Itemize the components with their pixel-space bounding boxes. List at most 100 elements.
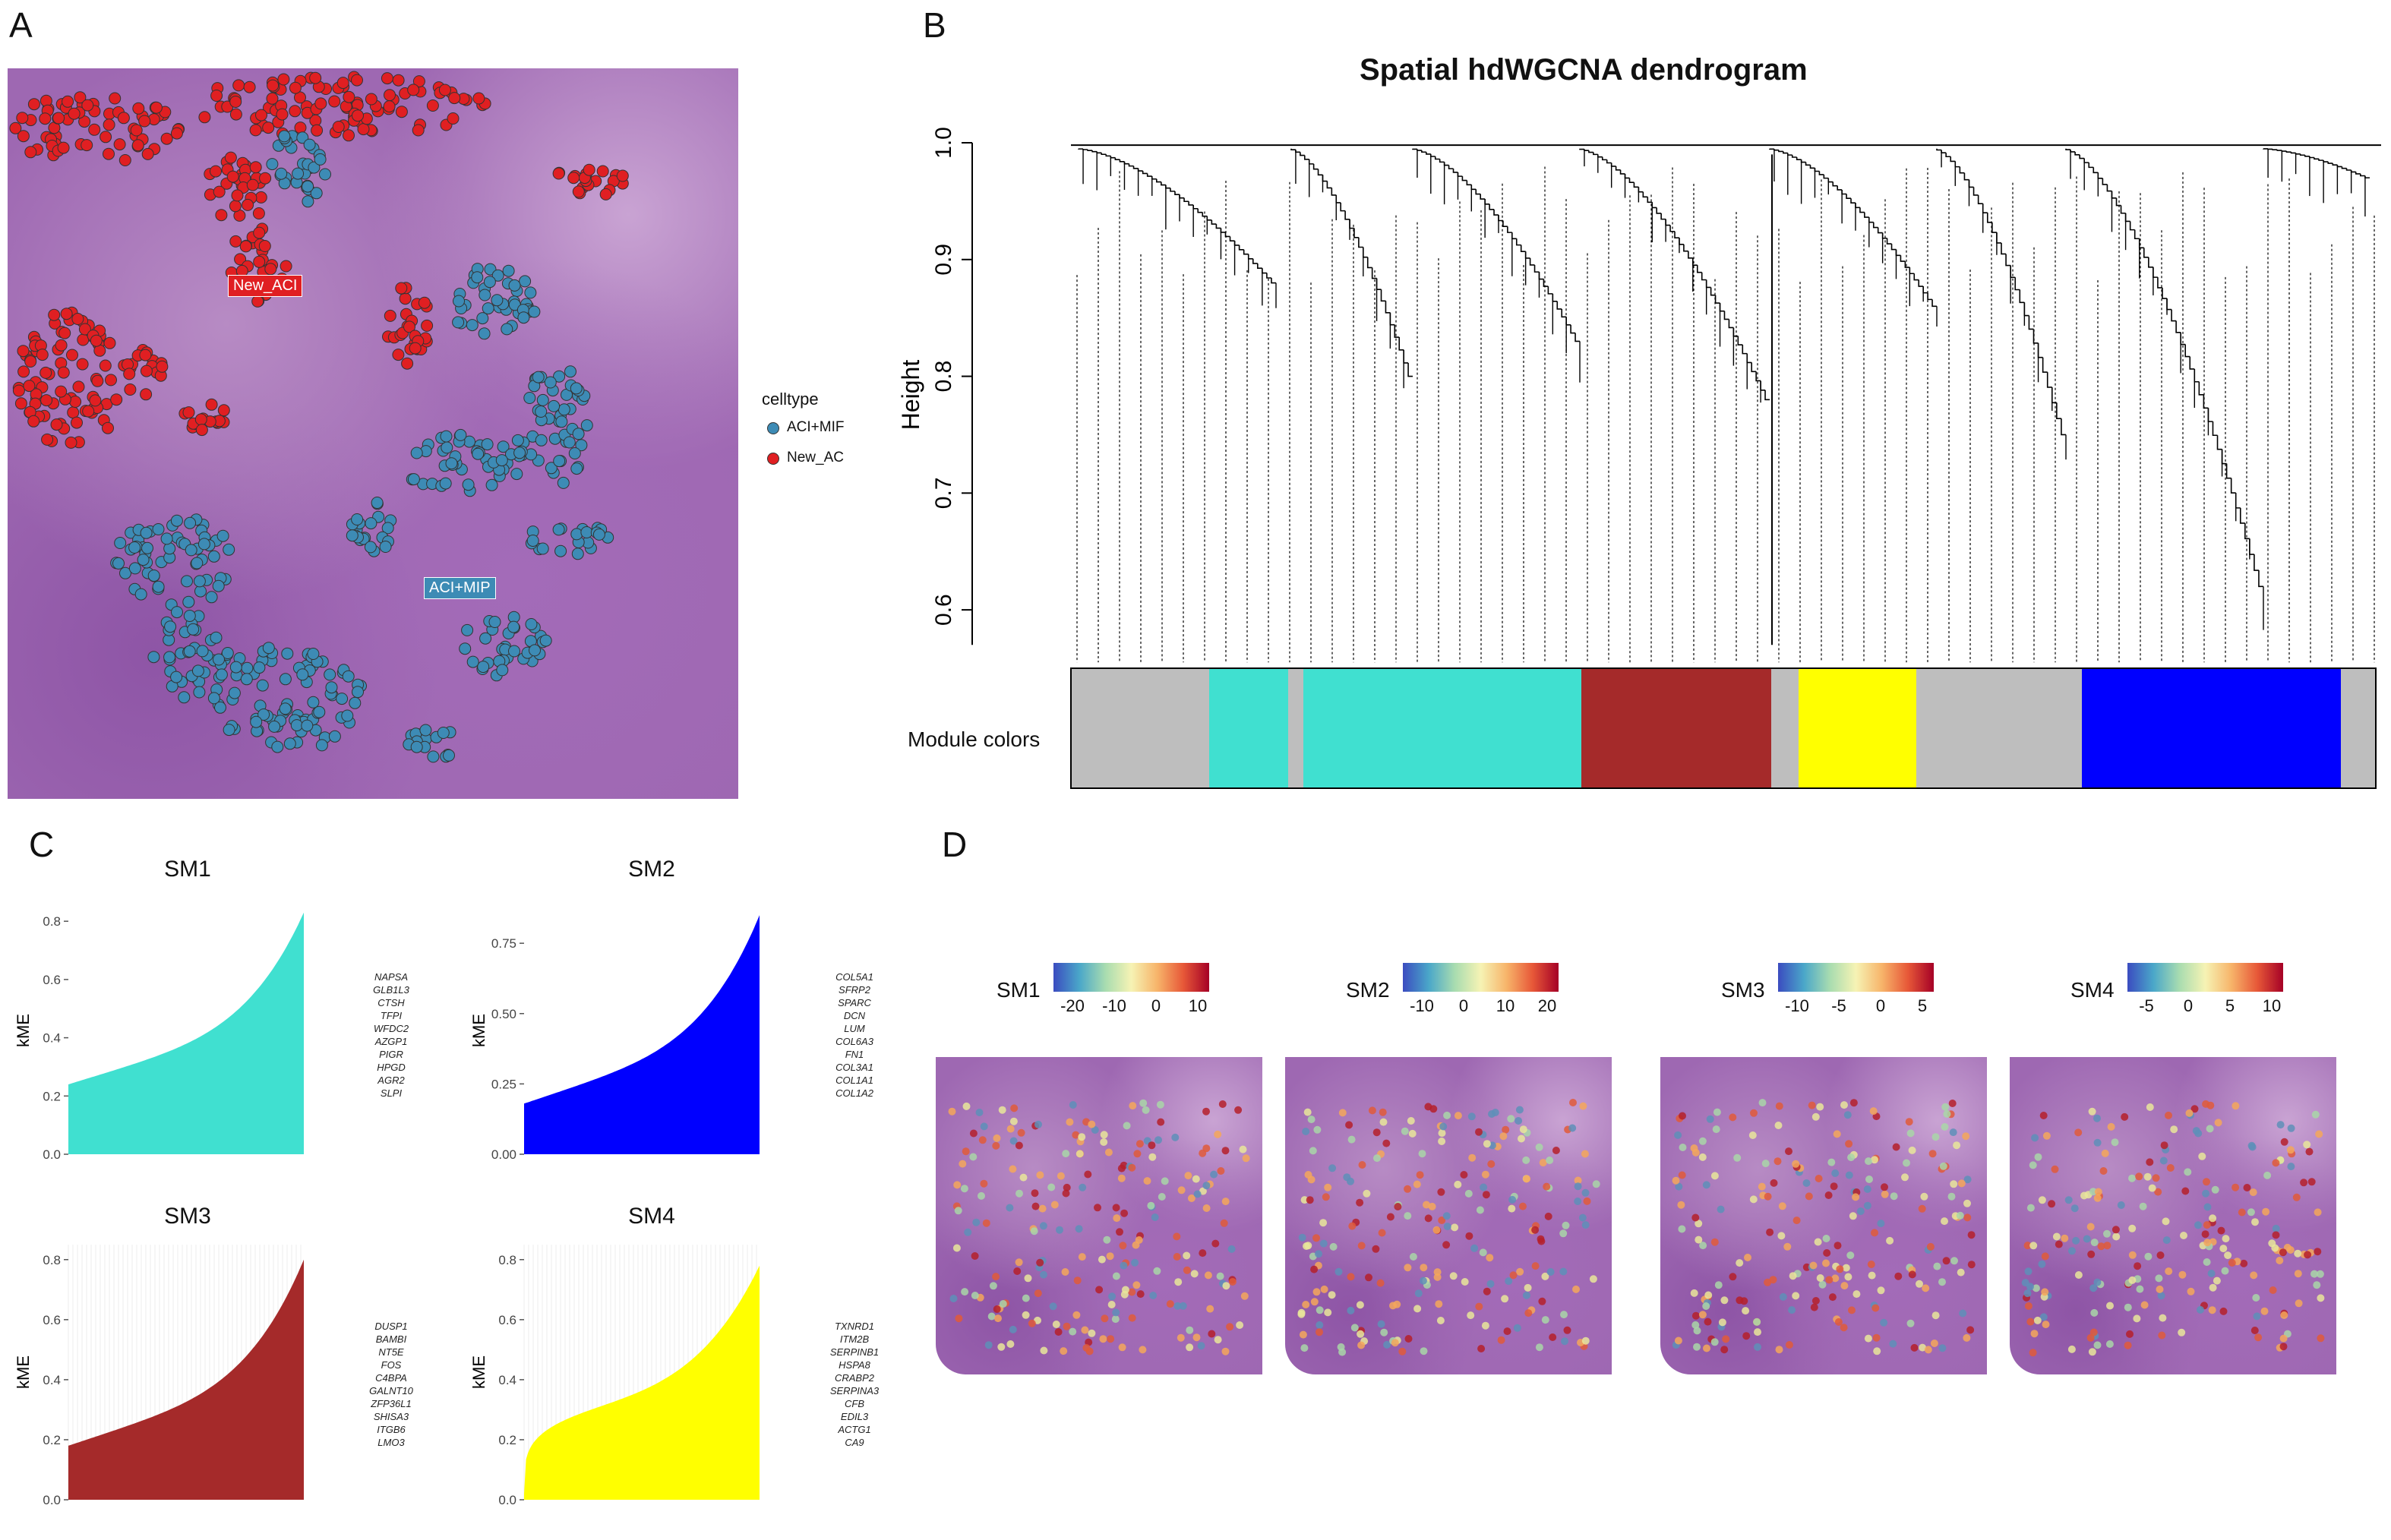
- heatmap-spot: [1834, 1318, 1843, 1326]
- heatmap-spot: [1531, 1262, 1540, 1270]
- heatmap-spot: [1404, 1335, 1413, 1343]
- heatmap-spot: [1183, 1251, 1191, 1260]
- spot-new-aci: [229, 96, 242, 108]
- spot-aci-mip: [307, 696, 320, 708]
- spot-aci-mip: [196, 645, 209, 658]
- spot-new-aci: [217, 404, 230, 417]
- heatmap-spot: [1095, 1286, 1104, 1294]
- heatmap-spot: [1368, 1106, 1376, 1115]
- spot-aci-mip: [410, 447, 423, 459]
- heatmap-spot: [1901, 1173, 1909, 1182]
- spot-aci-mip: [315, 739, 328, 752]
- spot-new-aci: [254, 191, 267, 204]
- heatmap-spot: [1718, 1318, 1726, 1327]
- heatmap-spot: [2166, 1164, 2175, 1172]
- heatmap-spot: [1693, 1327, 1701, 1335]
- heatmap-spot: [1443, 1111, 1451, 1119]
- heatmap-spot: [1432, 1226, 1441, 1234]
- spot-aci-mip: [529, 644, 541, 657]
- heatmap-spot: [1546, 1157, 1554, 1164]
- heatmap-spot: [1873, 1347, 1881, 1355]
- spot-aci-mip: [352, 686, 364, 699]
- heatmap-spot: [1302, 1301, 1310, 1308]
- heatmap-spot: [2064, 1196, 2073, 1204]
- panel-letter-a: A: [9, 5, 33, 45]
- heatmap-spot: [1852, 1290, 1861, 1299]
- heatmap-spot: [1491, 1109, 1499, 1116]
- heatmap-spot: [1120, 1290, 1129, 1299]
- heatmap-spot: [2311, 1110, 2320, 1119]
- dendrogram-branch: [1123, 161, 1129, 165]
- dendrogram-branch: [2037, 342, 2043, 358]
- spot-new-aci: [82, 405, 95, 418]
- heatmap-spot: [1865, 1157, 1872, 1166]
- heatmap-spot: [1712, 1125, 1720, 1134]
- heatmap-spot: [1537, 1237, 1546, 1245]
- dendrogram-branch: [2138, 238, 2144, 249]
- heatmap-spot: [2260, 1307, 2269, 1315]
- dendrogram-branch: [1412, 148, 1417, 150]
- heatmap-spot: [1006, 1340, 1015, 1348]
- heatmap-spot: [1497, 1336, 1505, 1344]
- spot-new-aci: [160, 132, 173, 145]
- heatmap-spot: [1672, 1176, 1680, 1185]
- dendrogram-branch: [1575, 333, 1580, 342]
- dendrogram-branch: [1146, 173, 1152, 177]
- heatmap-spot: [1943, 1110, 1951, 1118]
- heatmap-spot: [1322, 1193, 1330, 1201]
- spot-aci-mip: [419, 724, 432, 737]
- heatmap-spot: [2178, 1328, 2186, 1336]
- dendrogram-branch: [2285, 151, 2292, 153]
- heatmap-spot: [1190, 1270, 1199, 1278]
- heatmap-spot: [1449, 1272, 1458, 1280]
- dendrogram-branch: [2014, 277, 2020, 291]
- heatmap-spot: [1129, 1102, 1137, 1110]
- heatmap-spot: [1316, 1321, 1324, 1329]
- heatmap-spot: [2030, 1330, 2039, 1338]
- heatmap-spot: [1350, 1324, 1359, 1332]
- heatmap-spot: [1574, 1176, 1582, 1185]
- heatmap-spot: [1516, 1267, 1524, 1276]
- heatmap-spot: [1398, 1347, 1407, 1355]
- heatmap-spot: [2217, 1226, 2225, 1235]
- spot-new-aci: [123, 368, 136, 380]
- heatmap-spot: [1482, 1191, 1490, 1199]
- heatmap-spot: [1483, 1287, 1491, 1295]
- heatmap-spot: [1848, 1306, 1856, 1314]
- heatmap-spot: [2249, 1188, 2257, 1197]
- heatmap-spot: [2067, 1345, 2076, 1353]
- spot-new-aci: [381, 72, 393, 85]
- heatmap-spot: [1393, 1300, 1401, 1308]
- heatmap-spot: [1433, 1273, 1442, 1281]
- spot-new-aci: [572, 185, 585, 198]
- spot-new-aci: [438, 84, 451, 96]
- heatmap-spot: [1729, 1113, 1737, 1122]
- heatmap-spot: [1962, 1132, 1970, 1141]
- spot-aci-mip: [479, 632, 492, 645]
- heatmap-spot: [2221, 1267, 2229, 1275]
- heatmap-spot: [2026, 1204, 2035, 1212]
- colorbar: [2127, 963, 2283, 992]
- heatmap-spot: [1535, 1343, 1543, 1352]
- heatmap-spot: [2209, 1283, 2217, 1292]
- heatmap-spot: [1733, 1153, 1742, 1162]
- dendrogram-branch: [2120, 205, 2126, 214]
- heatmap-spot: [1764, 1278, 1772, 1286]
- dendrogram-branch: [1963, 172, 1969, 181]
- heatmap-spot: [1541, 1316, 1549, 1324]
- heatmap-spot: [982, 1219, 990, 1227]
- spot-aci-mip: [483, 276, 496, 289]
- module-color-segment: [1071, 668, 1209, 788]
- heatmap-spot: [2072, 1236, 2080, 1245]
- heatmap-spot: [1569, 1099, 1577, 1106]
- heatmap-spot: [2148, 1184, 2156, 1192]
- dendrogram-branch: [2028, 315, 2034, 330]
- dendrogram-branch: [1764, 390, 1770, 401]
- heatmap-spot: [1358, 1161, 1366, 1169]
- dendrogram-branch: [1290, 148, 1296, 151]
- spot-aci-mip: [481, 438, 494, 451]
- dendrogram-branch: [1890, 244, 1897, 251]
- spot-aci-mip: [128, 541, 141, 554]
- spot-new-aci: [16, 112, 29, 125]
- heatmap-spot: [1072, 1131, 1080, 1139]
